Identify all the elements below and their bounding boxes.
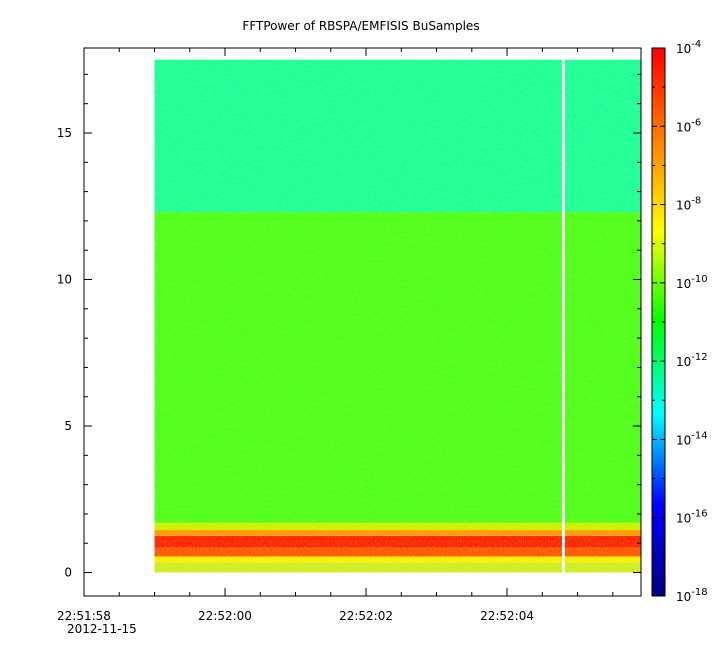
spectrogram-texture	[154, 59, 641, 573]
y-tick-label: 5	[64, 419, 72, 433]
colorbar-tick-exponent: -12	[691, 352, 707, 363]
y-tick-label: 10	[57, 273, 72, 287]
x-tick-label: 22:52:00	[198, 609, 252, 623]
colorbar-tick-label: 10-4	[676, 39, 701, 56]
colorbar-tick-base: 10	[676, 355, 691, 369]
colorbar-tick-label: 10-8	[676, 196, 701, 213]
x-tick-label: 22:52:04	[480, 609, 534, 623]
plot-area	[154, 59, 641, 573]
colorbar-tick-label: 10-12	[676, 352, 708, 369]
colorbar-tick-label: 10-6	[676, 117, 701, 134]
colorbar-tick-label: 10-10	[676, 274, 708, 291]
colorbar-tick-base: 10	[676, 199, 691, 213]
colorbar-tick-base: 10	[676, 42, 691, 56]
colorbar-tick-exponent: -14	[691, 430, 707, 441]
colorbar-tick-exponent: -18	[691, 587, 707, 598]
colorbar-tick-exponent: -8	[691, 196, 701, 207]
colorbar-tick-exponent: -10	[691, 274, 707, 285]
data-gap	[561, 59, 565, 573]
y-axis: 0 5 10 15	[57, 73, 641, 580]
colorbar-tick-label: 10-16	[676, 509, 708, 526]
colorbar-tick-exponent: -16	[691, 509, 707, 520]
y-tick-label: 15	[57, 126, 72, 140]
colorbar-tick-base: 10	[676, 590, 691, 604]
spectrogram-cells	[154, 59, 641, 573]
colorbar-tick-base: 10	[676, 433, 691, 447]
plot-frame	[83, 47, 642, 597]
colorbar-tick-base: 10	[676, 512, 691, 526]
chart-title: FFTPower of RBSPA/EMFISIS BuSamples	[242, 19, 479, 33]
x-axis-date-label: 2012-11-15	[67, 622, 137, 636]
colorbar-tick-label: 10-14	[676, 430, 708, 447]
y-tick-label: 0	[64, 566, 72, 580]
colorbar-tick-base: 10	[676, 120, 691, 134]
colorbar-tick-exponent: -6	[691, 117, 701, 128]
x-tick-label: 22:52:02	[339, 609, 393, 623]
x-axis: 22:51:58 22:52:00 22:52:02 22:52:04	[57, 48, 614, 623]
colorbar-tick-base: 10	[676, 277, 691, 291]
x-tick-label: 22:51:58	[57, 609, 111, 623]
colorbar-tick-label: 10-18	[676, 587, 708, 604]
colorbar-tick-exponent: -4	[691, 39, 701, 50]
